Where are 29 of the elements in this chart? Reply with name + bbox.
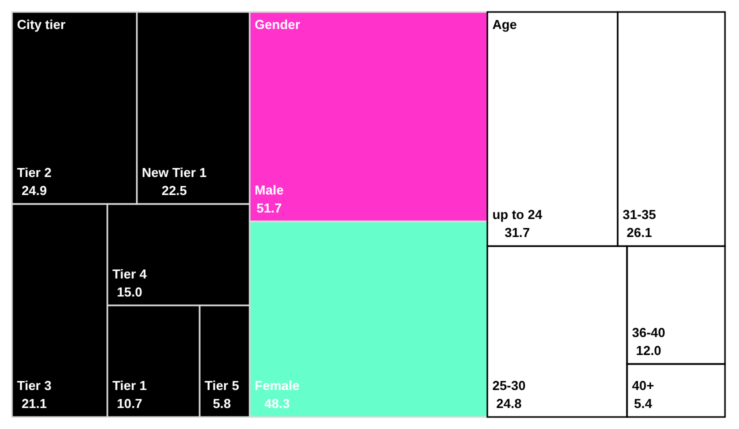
data-label: 31.7 [504,225,530,240]
data-label: 15.0 [116,284,142,300]
category-label: New Tier 1 [142,164,207,180]
text: Age [492,17,517,32]
data-label: 26.1 [626,225,652,240]
data-label: 21.1 [22,396,47,411]
data-label: 22.5 [162,182,187,198]
category-label: up to 24 [492,207,543,222]
data-label: 12.0 [636,342,662,358]
data-label: 10.7 [116,396,142,411]
category-label: 31-35 [622,207,656,222]
category-label: Tier 3 [17,378,52,393]
data-label: 51.7 [256,200,282,216]
data-label: 24.8 [496,396,522,411]
series-label: City tier [17,17,66,32]
category-label: Tier 2 [17,164,52,180]
data-label: 5.4 [634,396,653,411]
category-label: 36-40 [632,324,666,340]
data-label: 48.3 [264,396,290,411]
category-label: Female [254,378,300,393]
data-label: 5.8 [212,396,231,411]
series-label: Gender [254,17,300,32]
category-label: Tier 4 [112,266,148,282]
category-label: 40+ [632,378,654,393]
category-label: Male [254,182,284,198]
category-label: 25-30 [492,378,526,393]
data-label: 24.9 [22,182,47,198]
category-label: Tier 1 [112,378,147,393]
category-label: Tier 5 [204,378,240,393]
